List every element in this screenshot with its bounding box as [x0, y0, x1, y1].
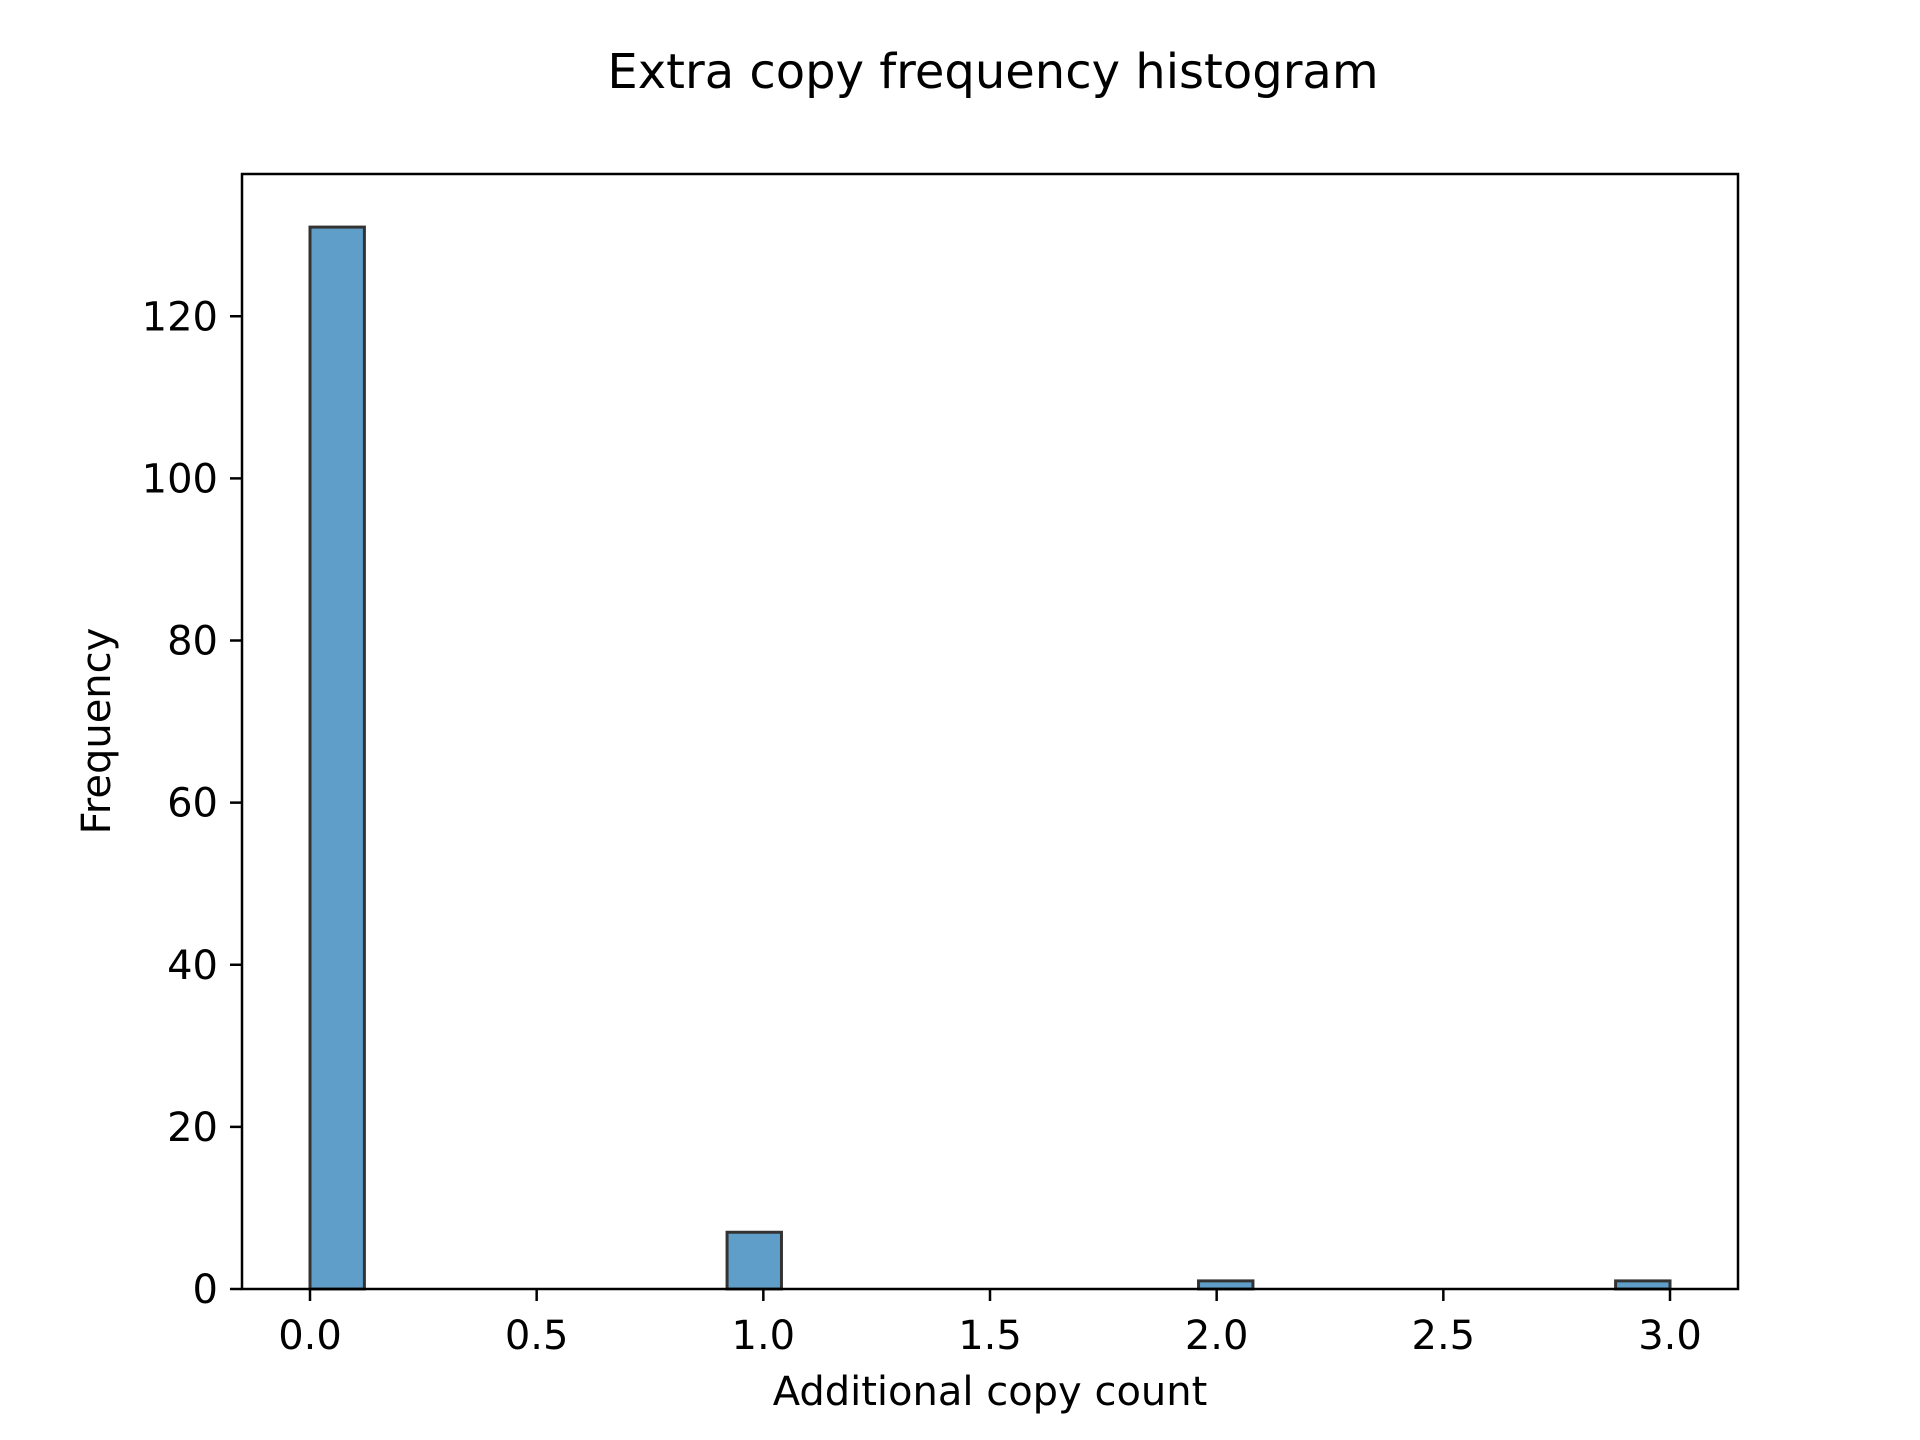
y-tick-label-2: 40	[167, 943, 218, 989]
y-tick-label-4: 80	[167, 619, 218, 665]
plot-frame	[240, 172, 1740, 1291]
y-axis-ticks: 0 20 40 60 80 100 120	[142, 294, 242, 1313]
x-tick-label-6: 3.0	[1638, 1313, 1702, 1359]
x-tick-label-4: 2.0	[1185, 1313, 1249, 1359]
histogram-bar-8	[725, 1230, 783, 1291]
y-tick-label-6: 120	[142, 294, 218, 340]
y-tick-label-3: 60	[167, 781, 218, 827]
y-tick-label-0: 0	[193, 1267, 218, 1313]
y-axis-label: Frequency	[74, 628, 120, 835]
x-tick-label-3: 1.5	[958, 1313, 1022, 1359]
x-axis-label: Additional copy count	[773, 1369, 1208, 1415]
chart-title: Extra copy frequency histogram	[607, 44, 1378, 100]
x-tick-label-5: 2.5	[1412, 1313, 1476, 1359]
x-tick-label-0: 0.0	[278, 1313, 342, 1359]
histogram-bar-0	[308, 225, 366, 1291]
x-axis-ticks: 0.0 0.5 1.0 1.5 2.0 2.5 3.0	[278, 1289, 1702, 1359]
y-tick-label-5: 100	[142, 456, 218, 502]
x-tick-label-1: 0.5	[505, 1313, 569, 1359]
x-tick-label-2: 1.0	[732, 1313, 796, 1359]
y-tick-label-1: 20	[167, 1105, 218, 1151]
bars-group	[308, 225, 1672, 1291]
